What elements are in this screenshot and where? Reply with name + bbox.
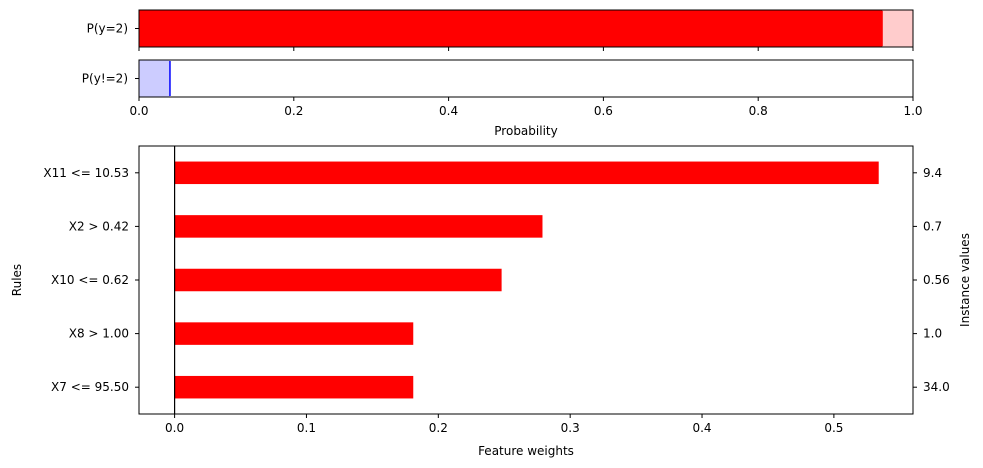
rule-label: X10 <= 0.62	[51, 273, 129, 287]
weight-bar	[174, 375, 414, 399]
x-tick-label: 0.0	[165, 421, 184, 435]
probability-panel-negative: P(y!=2) 0.0 0.2 0.4 0.6 0.8 1.0 Probability	[82, 59, 923, 138]
x-tick-label: 0.4	[439, 104, 458, 118]
probability-bar	[138, 9, 883, 48]
x-tick-label: 0.3	[561, 421, 580, 435]
category-label: P(y!=2)	[82, 72, 128, 86]
x-tick-label: 0.2	[284, 104, 303, 118]
rule-label: X8 > 1.00	[69, 327, 129, 341]
x-tick-label: 0.5	[824, 421, 843, 435]
x-tick-label: 0.4	[692, 421, 711, 435]
feature-weights-panel: X11 <= 10.53 9.4 X2 > 0.42 0.7 X10 <= 0.62 0.…	[10, 145, 972, 458]
x-tick-label: 0.1	[297, 421, 316, 435]
x-tick-label: 0.8	[749, 104, 768, 118]
category-label: P(y=2)	[87, 22, 128, 36]
instance-value-label: 0.56	[923, 273, 950, 287]
instance-value-label: 9.4	[923, 166, 942, 180]
uncertainty-band	[139, 60, 170, 97]
x-tick-label: 0.6	[594, 104, 613, 118]
y-axis-label: Rules	[10, 264, 24, 296]
x-tick-label: 0.0	[129, 104, 148, 118]
instance-value-label: 34.0	[923, 380, 950, 394]
axes-frame	[138, 59, 914, 98]
rule-label: X11 <= 10.53	[43, 166, 129, 180]
weight-bar	[174, 268, 502, 292]
probability-panel-positive: P(y=2)	[87, 9, 914, 51]
x-axis-label: Feature weights	[478, 444, 574, 458]
x-tick-label: 1.0	[903, 104, 922, 118]
weight-bar	[174, 161, 879, 185]
uncertainty-band	[882, 10, 913, 47]
right-axis-label: Instance values	[958, 233, 972, 327]
weight-bar	[174, 322, 414, 345]
instance-value-label: 1.0	[923, 327, 942, 341]
weight-bar	[174, 215, 543, 238]
instance-value-label: 0.7	[923, 219, 942, 233]
rule-label: X2 > 0.42	[69, 219, 129, 233]
rule-label: X7 <= 95.50	[51, 380, 129, 394]
x-tick-label: 0.2	[429, 421, 448, 435]
x-axis-label: Probability	[494, 124, 557, 138]
